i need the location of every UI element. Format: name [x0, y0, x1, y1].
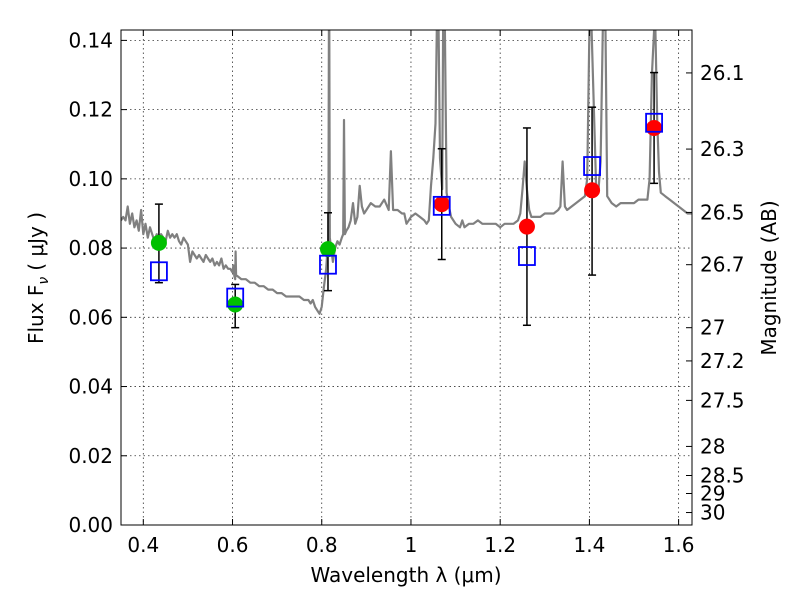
- observed-point-red: [646, 119, 663, 136]
- model-spectrum-line: [121, 30, 692, 315]
- y-axis-label-main: Flux F: [24, 285, 48, 344]
- y2-tick-label: 26.3: [700, 137, 745, 161]
- observed-point-red: [433, 196, 450, 213]
- model-photometry-square: [226, 287, 245, 308]
- y-tick-label: 0.12: [68, 98, 113, 122]
- model-photometry-square: [319, 254, 337, 275]
- y2-tick-label: 27.5: [700, 388, 745, 412]
- x-tick-label: 1.2: [484, 533, 516, 557]
- y2-tick-label: 26.5: [700, 200, 745, 224]
- y2-tick-label: 26.7: [700, 253, 745, 277]
- y2-tick-label: 29: [700, 482, 725, 506]
- observed-point-red: [518, 218, 535, 235]
- y2-axis-label: Magnitude (AB): [757, 200, 781, 355]
- model-photometry-square: [645, 112, 663, 133]
- grid: [121, 30, 692, 526]
- x-tick-label: 0.4: [127, 533, 159, 557]
- model-photometry-square: [583, 156, 601, 176]
- y2-tick-label: 26.1: [700, 61, 745, 85]
- y-tick-label: 0.04: [68, 375, 113, 399]
- y-tick-label: 0.06: [68, 305, 113, 329]
- observed-point-red: [584, 182, 601, 199]
- model-photometry-square: [150, 261, 168, 282]
- x-axis-label: Wavelength λ (μm): [310, 563, 501, 587]
- y2-tick-label: 27.2: [700, 349, 745, 373]
- y2-tick-label: 28: [700, 434, 725, 458]
- x-tick-label: 0.6: [217, 533, 249, 557]
- model-photometry-square: [432, 195, 451, 216]
- y2-tick-label: 28.5: [700, 464, 745, 488]
- x-tick-label: 1.4: [573, 533, 605, 557]
- y-tick-label: 0.08: [68, 236, 113, 260]
- x-tick-label: 1: [405, 533, 418, 557]
- observed-point-green: [150, 234, 167, 251]
- y-tick-label: 0.14: [68, 28, 113, 52]
- y2-tick-label: 27: [700, 316, 725, 340]
- observed-point-green: [227, 296, 244, 313]
- y-tick-label: 0.10: [68, 167, 113, 191]
- y-axis-label: Flux Fν ( μJy ): [24, 212, 52, 344]
- y-axis-label-subscript: ν: [36, 277, 52, 285]
- observed-point-green: [319, 241, 336, 258]
- y2-tick-label: 30: [700, 501, 725, 525]
- y-axis-label-unit: ( μJy ): [24, 212, 48, 271]
- model-photometry-square: [518, 246, 536, 266]
- x-tick-label: 1.6: [663, 533, 695, 557]
- y-tick-label: 0.02: [68, 444, 113, 468]
- plot-area: [121, 30, 692, 329]
- x-tick-label: 0.8: [306, 533, 338, 557]
- plot-frame: [120, 29, 693, 526]
- y-tick-label: 0.00: [68, 513, 113, 537]
- axes: 0.4 0.6 0.8 1 1.2 1.4 1.6 0.00 0.02 0.04 0.06 0.08 0…: [68, 28, 744, 557]
